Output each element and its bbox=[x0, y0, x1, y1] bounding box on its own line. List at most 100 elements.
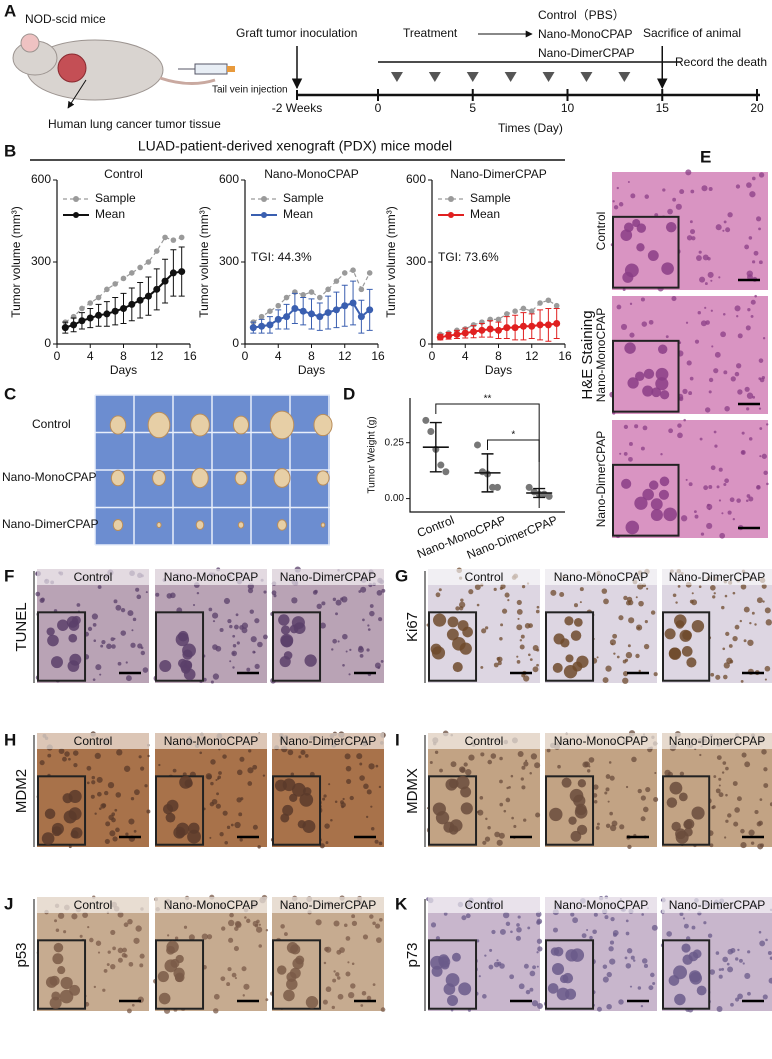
texture bbox=[573, 603, 579, 608]
texture bbox=[741, 431, 745, 435]
marker-label: Ki67 bbox=[404, 612, 421, 642]
texture bbox=[106, 963, 110, 967]
texture bbox=[135, 587, 140, 592]
cell bbox=[173, 826, 186, 839]
texture bbox=[216, 792, 219, 796]
texture bbox=[609, 811, 613, 816]
texture bbox=[530, 753, 538, 760]
texture bbox=[610, 917, 615, 922]
point bbox=[436, 333, 444, 341]
texture bbox=[652, 982, 656, 986]
cell bbox=[279, 655, 291, 668]
texture bbox=[350, 983, 356, 989]
texture bbox=[685, 478, 688, 481]
point bbox=[349, 299, 357, 307]
treatment-marker bbox=[580, 72, 593, 82]
texture bbox=[638, 669, 641, 673]
texture bbox=[101, 640, 106, 645]
panel-letter: G bbox=[395, 566, 408, 585]
texture bbox=[606, 1003, 612, 1010]
annotation: TGI: 44.3% bbox=[251, 250, 312, 264]
texture bbox=[110, 929, 116, 935]
tumor bbox=[195, 520, 205, 530]
texture bbox=[35, 591, 41, 597]
texture bbox=[750, 299, 756, 305]
texture bbox=[271, 590, 277, 596]
panel-title: H&E Staining bbox=[579, 310, 596, 399]
texture bbox=[632, 959, 636, 962]
texture bbox=[370, 826, 375, 831]
texture bbox=[511, 816, 514, 820]
texture bbox=[172, 768, 177, 773]
tumor bbox=[156, 522, 162, 528]
texture bbox=[747, 950, 751, 954]
texture bbox=[707, 503, 710, 507]
texture bbox=[508, 786, 511, 789]
texture bbox=[724, 594, 728, 598]
texture bbox=[208, 607, 213, 612]
texture bbox=[713, 592, 716, 595]
cell bbox=[573, 618, 583, 627]
texture bbox=[349, 795, 354, 801]
image-header: Nano-MonoCPAP bbox=[164, 734, 259, 748]
texture bbox=[682, 917, 686, 920]
header-band bbox=[428, 897, 540, 913]
micrograph bbox=[270, 566, 386, 684]
texture bbox=[246, 667, 251, 672]
cell bbox=[280, 813, 290, 823]
texture bbox=[366, 648, 370, 652]
texture bbox=[516, 926, 522, 933]
micrograph bbox=[153, 567, 268, 684]
cell bbox=[678, 792, 688, 802]
texture bbox=[499, 779, 503, 784]
texture bbox=[342, 663, 345, 667]
texture bbox=[365, 815, 369, 819]
point bbox=[486, 325, 494, 333]
texture bbox=[609, 940, 615, 945]
texture bbox=[593, 800, 598, 804]
texture bbox=[641, 958, 648, 964]
texture bbox=[635, 596, 638, 599]
point bbox=[445, 332, 453, 340]
texture bbox=[602, 677, 609, 684]
point bbox=[528, 308, 535, 315]
texture bbox=[764, 678, 767, 681]
row-label: Nano-MonoCPAP bbox=[2, 470, 97, 484]
tumor bbox=[237, 521, 245, 529]
texture bbox=[719, 532, 726, 539]
y-tick-label: 0 bbox=[419, 336, 426, 350]
texture bbox=[618, 202, 624, 207]
cell bbox=[659, 476, 670, 487]
texture bbox=[341, 596, 348, 603]
cell bbox=[462, 626, 473, 638]
texture bbox=[559, 592, 565, 597]
chart-title: Nano-DimerCPAP bbox=[450, 167, 546, 181]
texture bbox=[715, 788, 721, 794]
texture bbox=[209, 836, 212, 839]
texture bbox=[340, 597, 344, 601]
texture bbox=[744, 972, 751, 979]
texture bbox=[349, 648, 352, 651]
texture bbox=[763, 470, 768, 476]
texture bbox=[734, 371, 740, 377]
x-tick-label: 4 bbox=[462, 349, 469, 363]
point bbox=[129, 270, 135, 276]
texture bbox=[254, 618, 260, 624]
point bbox=[553, 302, 560, 309]
texture bbox=[757, 843, 764, 850]
texture bbox=[367, 628, 371, 631]
texture bbox=[529, 658, 533, 662]
row-label: Control bbox=[594, 212, 608, 251]
texture bbox=[572, 917, 579, 924]
texture bbox=[174, 936, 179, 940]
texture bbox=[740, 449, 746, 455]
texture bbox=[131, 629, 134, 632]
texture bbox=[693, 510, 697, 514]
cell bbox=[669, 781, 683, 795]
texture bbox=[727, 813, 732, 818]
group-label: Nano-DimerCPAP bbox=[538, 46, 634, 60]
point bbox=[453, 330, 461, 338]
texture bbox=[516, 923, 520, 927]
point bbox=[366, 306, 374, 314]
texture bbox=[104, 838, 110, 845]
